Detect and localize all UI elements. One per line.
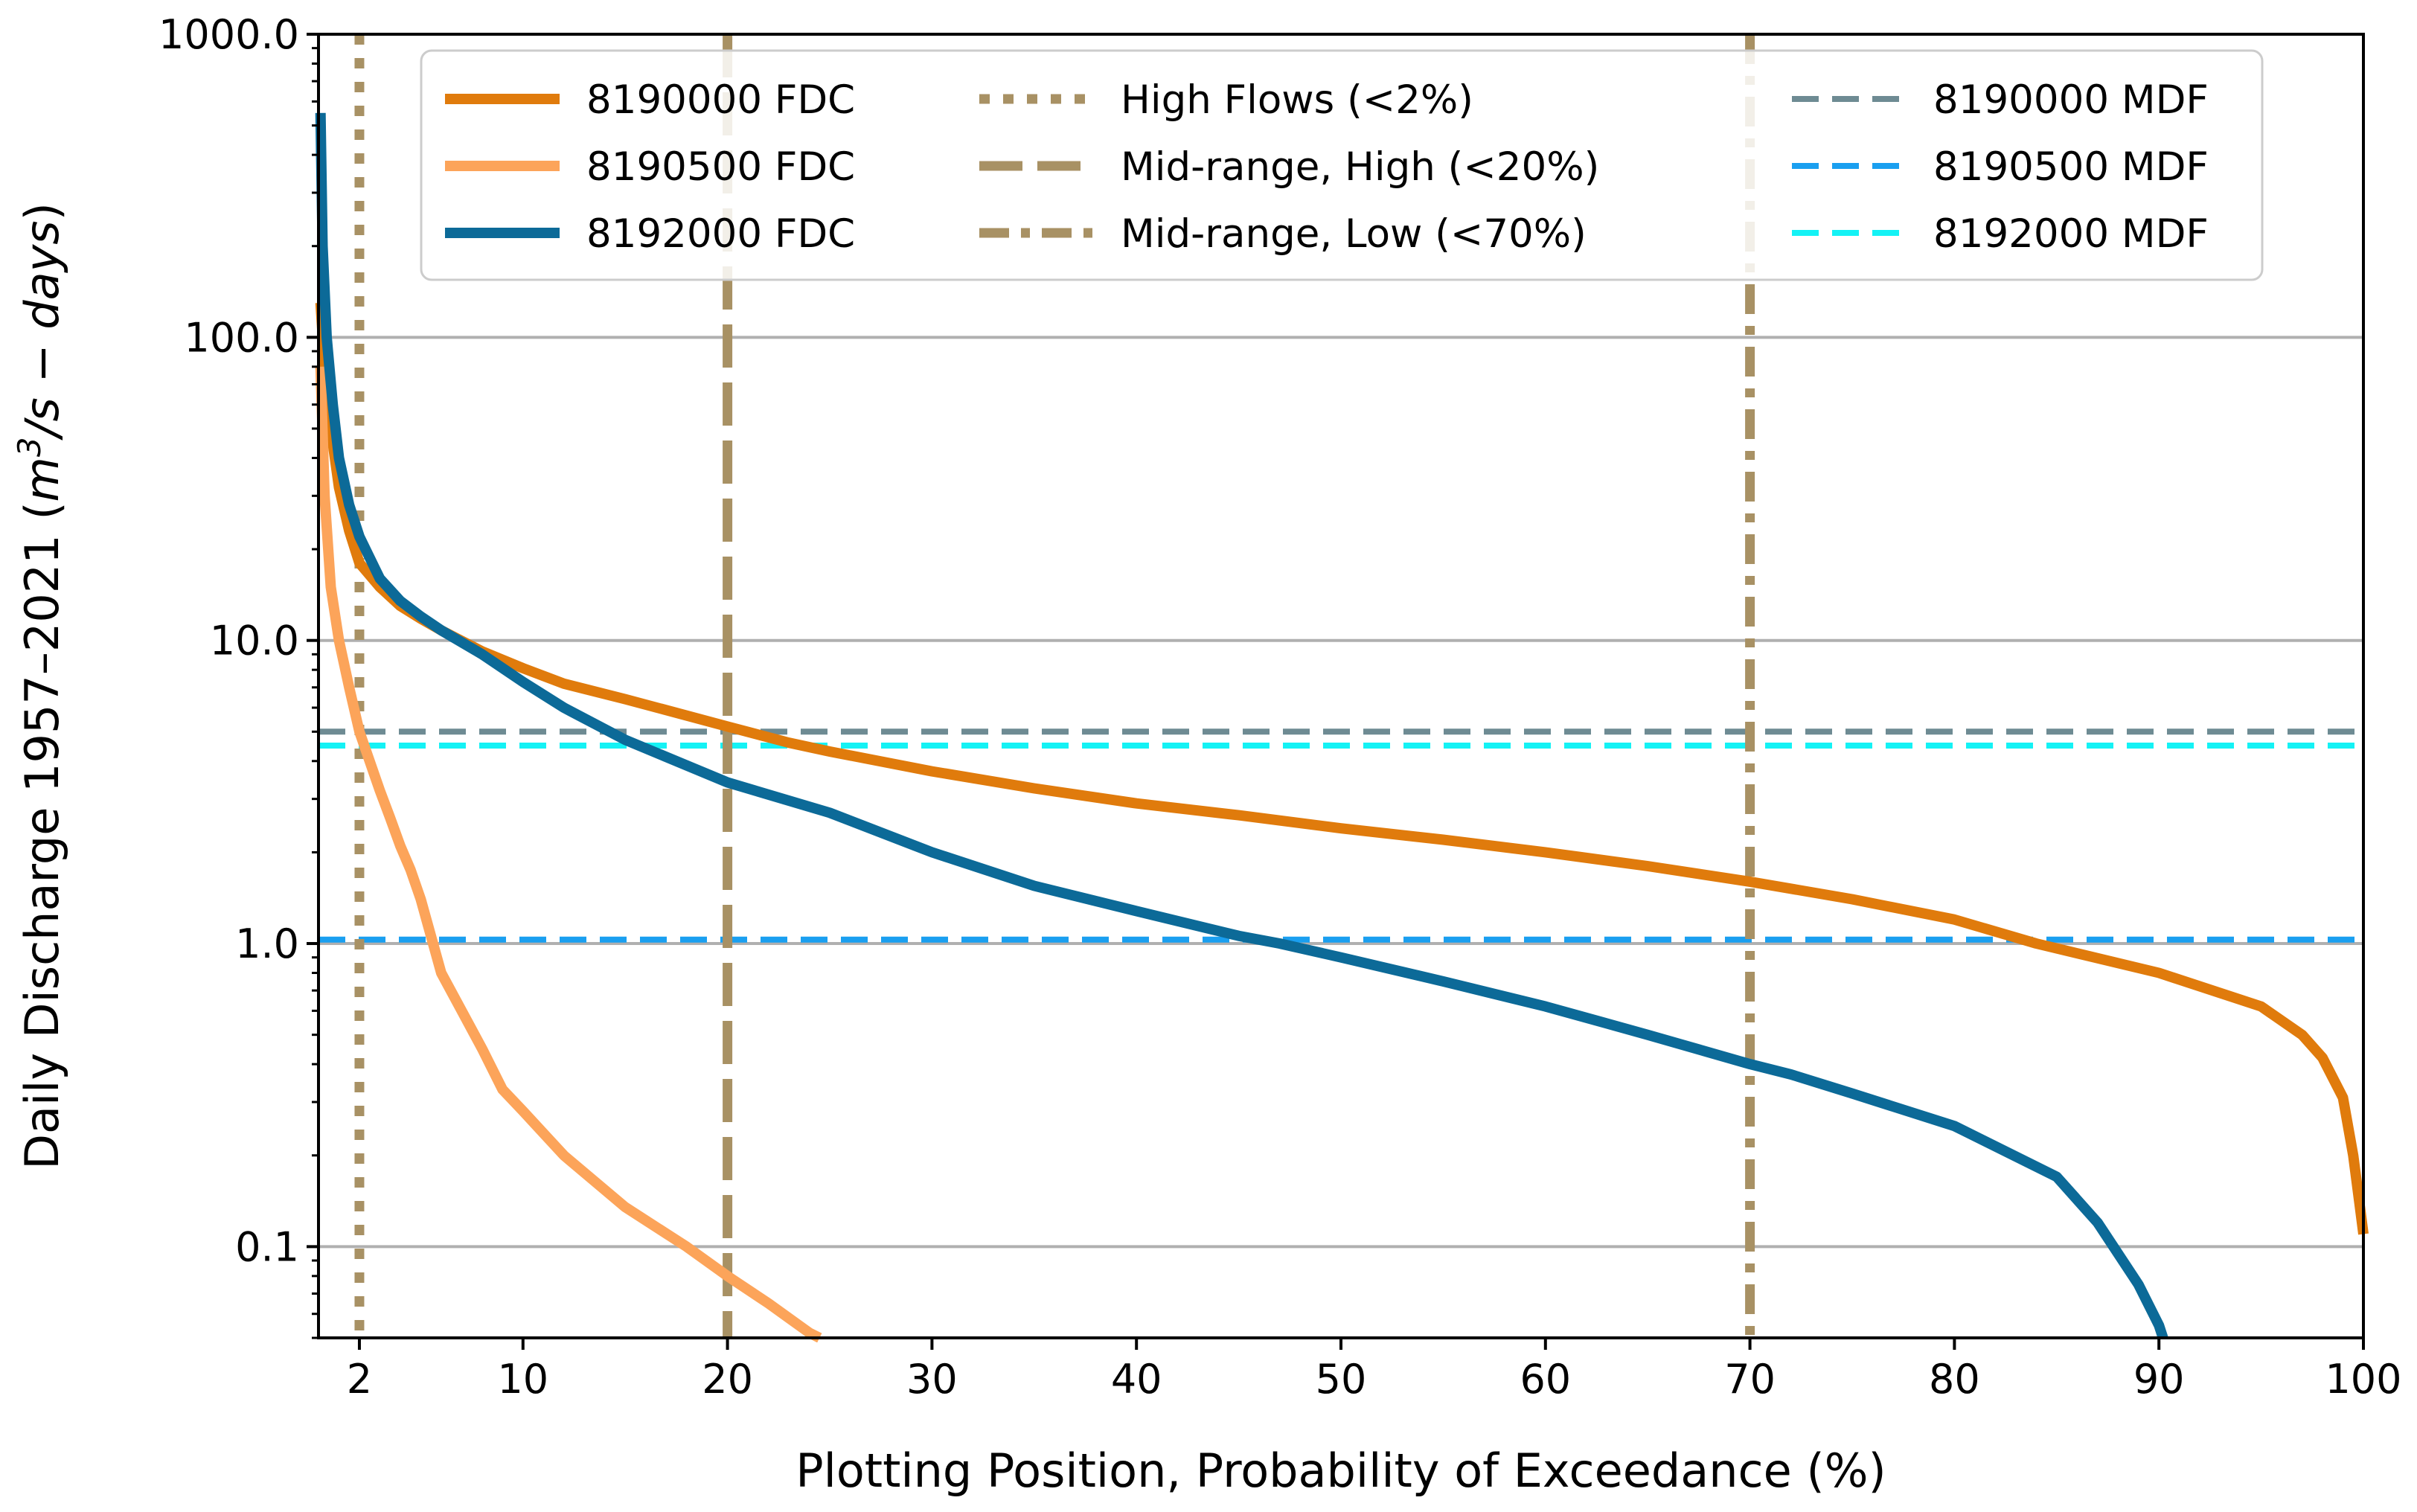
y-axis-label: Daily Discharge 1957–2021 (m3/s − days) <box>11 202 70 1170</box>
legend-label: Mid-range, Low (<70%) <box>1121 211 1587 257</box>
legend-box <box>420 49 2264 281</box>
x-tick-label: 10 <box>497 1356 548 1403</box>
legend-label: 8192000 FDC <box>586 211 855 257</box>
legend-label: 8190000 FDC <box>586 77 855 123</box>
legend-label: Mid-range, High (<20%) <box>1121 144 1599 190</box>
x-tick-label: 90 <box>2133 1356 2185 1403</box>
mdf-lines <box>318 728 2363 943</box>
legend-label: 8190000 MDF <box>1933 77 2209 123</box>
series-line-2 <box>315 366 822 1343</box>
legend-label: 8190500 FDC <box>586 144 855 190</box>
y-tick-label: 100.0 <box>184 314 299 361</box>
y-tick-label: 1000.0 <box>159 11 299 58</box>
legend-label: 8190500 MDF <box>1933 144 2209 190</box>
series-line-1 <box>315 302 2369 1235</box>
x-axis-label: Plotting Position, Probability of Exceed… <box>795 1444 1886 1498</box>
legend-label: 8192000 MDF <box>1933 211 2209 257</box>
y-tick-label: 10.0 <box>210 618 299 664</box>
y-tick-label: 0.1 <box>235 1223 299 1270</box>
fdc-series <box>315 112 2369 1343</box>
series-line-3 <box>315 112 2168 1340</box>
y-tick-label: 1.0 <box>235 920 299 967</box>
legend-label: High Flows (<2%) <box>1121 77 1473 123</box>
x-tick-label: 70 <box>1724 1356 1776 1403</box>
x-tick-label: 100 <box>2325 1356 2401 1403</box>
exceedance-thresholds <box>354 34 1755 1338</box>
x-tick-label: 60 <box>1520 1356 1571 1403</box>
axis-ticks: 2 10 20 30 40 50 60 70 80 90 100 0.1 1.0 10.0 100.0 100… <box>159 11 2401 1403</box>
x-tick-label: 80 <box>1929 1356 1980 1403</box>
x-tick-label: 2 <box>347 1356 372 1403</box>
x-tick-label: 30 <box>906 1356 958 1403</box>
x-tick-label: 20 <box>702 1356 753 1403</box>
x-tick-label: 40 <box>1111 1356 1162 1403</box>
x-tick-label: 50 <box>1316 1356 1367 1403</box>
legend: 8190000 FDC High Flows (<2%) 8190000 MDF 81… <box>420 49 2264 281</box>
